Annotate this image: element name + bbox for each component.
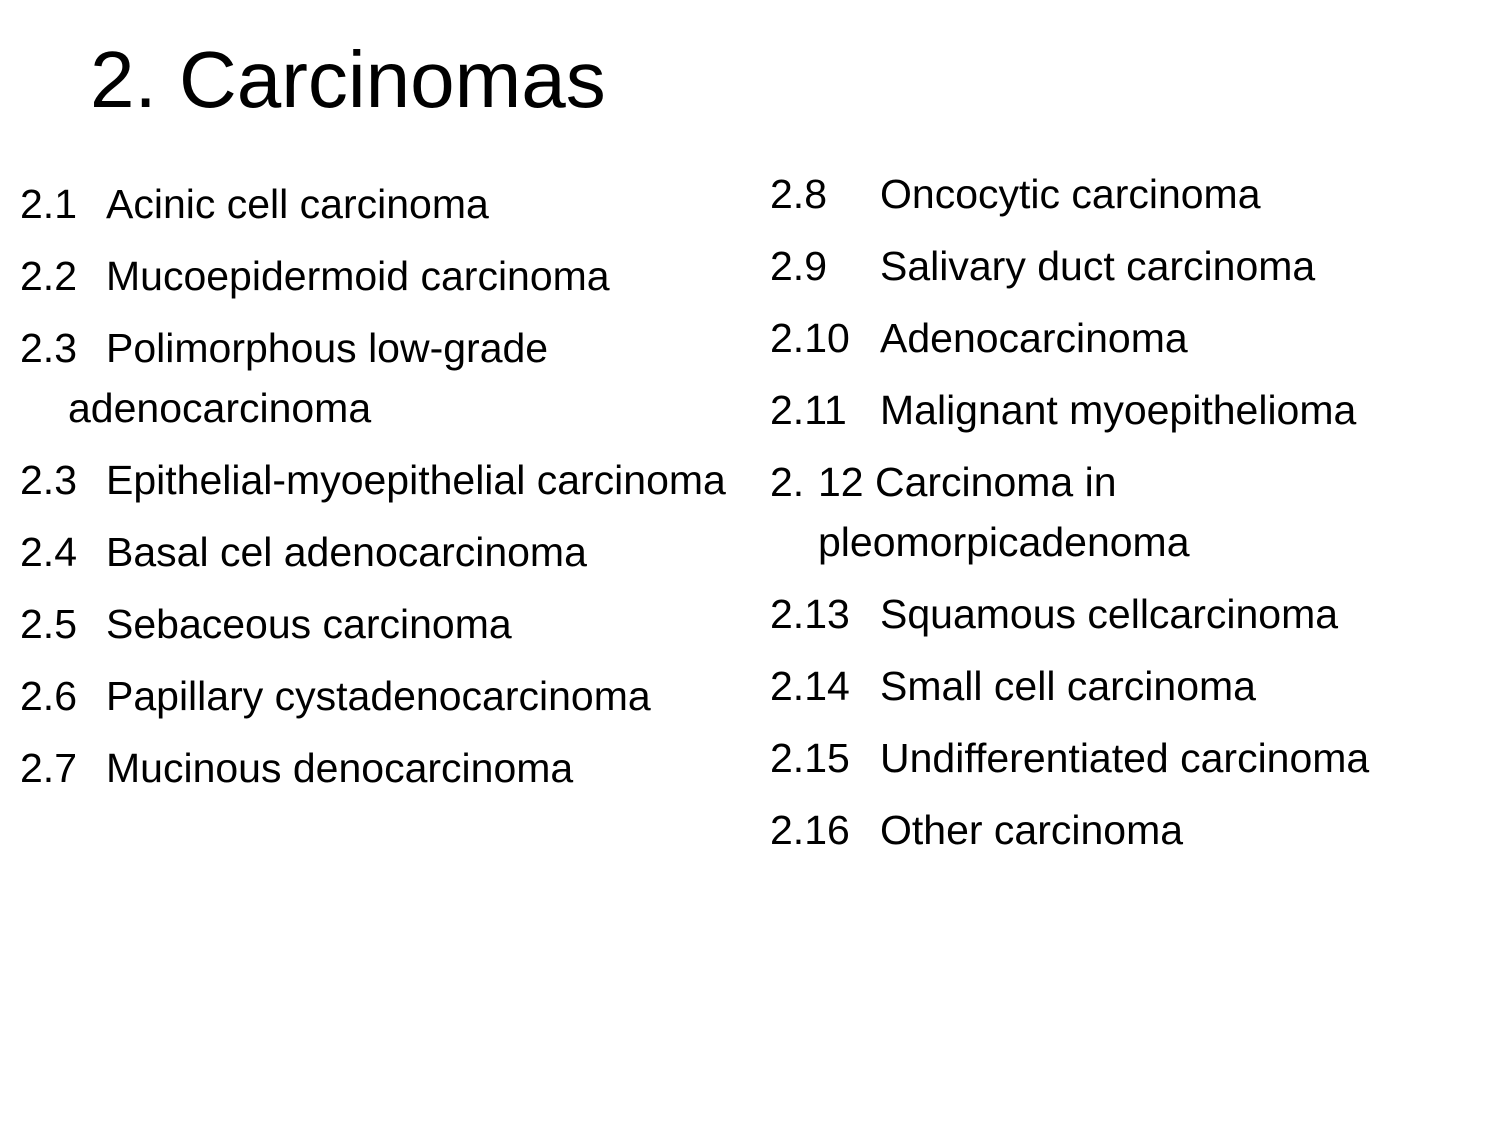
list-item: 2.14 Small cell carcinoma — [770, 656, 1490, 716]
item-number: 2.2 — [20, 253, 77, 299]
list-item: 2.11 Malignant myoepithelioma — [770, 380, 1490, 440]
item-text: Squamous cellcarcinoma — [880, 591, 1339, 637]
item-text: Papillary cystadenocarcinoma — [106, 673, 651, 719]
item-text: Mucinous denocarcinoma — [106, 745, 574, 791]
item-number: 2.16 — [770, 807, 850, 853]
item-number: 2.6 — [20, 673, 77, 719]
right-column-list: 2.8 Oncocytic carcinoma 2.9 Salivary duct … — [770, 164, 1490, 872]
list-item: 2.13 Squamous cellcarcinoma — [770, 584, 1490, 644]
item-number: 2.1 — [20, 181, 77, 227]
item-number: 2.10 — [770, 315, 850, 361]
list-item: 2.9 Salivary duct carcinoma — [770, 236, 1490, 296]
item-text: Acinic cell carcinoma — [106, 181, 489, 227]
left-column-list: 2.1 Acinic cell carcinoma 2.2 Mucoepidermo… — [20, 174, 740, 810]
list-item: 2.1 Acinic cell carcinoma — [20, 174, 740, 234]
item-number: 2.3 — [20, 325, 77, 371]
item-text: Adenocarcinoma — [880, 315, 1188, 361]
item-number: 2.5 — [20, 601, 77, 647]
list-item: 2.2 Mucoepidermoid carcinoma — [20, 246, 740, 306]
list-item: 2.8 Oncocytic carcinoma — [770, 164, 1490, 224]
item-text: Polimorphous low-grade adenocarcinoma — [68, 325, 549, 431]
item-text: 12 Carcinoma in pleomorpicadenoma — [818, 459, 1190, 565]
item-text: Mucoepidermoid carcinoma — [106, 253, 610, 299]
item-number: 2.14 — [770, 663, 850, 709]
item-text: Small cell carcinoma — [880, 663, 1256, 709]
item-text: Sebaceous carcinoma — [106, 601, 512, 647]
list-item: 2.3 Polimorphous low-grade adenocarcinoma — [20, 318, 740, 438]
item-number: 2.7 — [20, 745, 77, 791]
item-text: Other carcinoma — [880, 807, 1184, 853]
slide-title: 2. Carcinomas — [90, 35, 606, 124]
list-item: 2.10 Adenocarcinoma — [770, 308, 1490, 368]
item-text: Basal cel adenocarcinoma — [106, 529, 587, 575]
item-number: 2.9 — [770, 243, 827, 289]
item-number: 2.4 — [20, 529, 77, 575]
item-number: 2.3 — [20, 457, 77, 503]
list-item: 2. 12 Carcinoma in pleomorpicadenoma — [770, 452, 1490, 572]
item-text: Malignant myoepithelioma — [880, 387, 1357, 433]
list-item: 2.16 Other carcinoma — [770, 800, 1490, 860]
list-item: 2.15 Undifferentiated carcinoma — [770, 728, 1490, 788]
item-text: Salivary duct carcinoma — [880, 243, 1316, 289]
item-text: Undifferentiated carcinoma — [880, 735, 1370, 781]
list-item: 2.3 Epithelial-myoepithelial carcinoma — [20, 450, 740, 510]
item-number: 2.15 — [770, 735, 850, 781]
item-number: 2.8 — [770, 171, 827, 217]
item-number: 2.13 — [770, 591, 850, 637]
item-number: 2.11 — [770, 387, 847, 433]
item-text: Oncocytic carcinoma — [880, 171, 1261, 217]
list-item: 2.5 Sebaceous carcinoma — [20, 594, 740, 654]
item-number: 2. — [770, 459, 805, 505]
list-item: 2.7 Mucinous denocarcinoma — [20, 738, 740, 798]
list-item: 2.6 Papillary cystadenocarcinoma — [20, 666, 740, 726]
item-text: Epithelial-myoepithelial carcinoma — [106, 457, 726, 503]
list-item: 2.4 Basal cel adenocarcinoma — [20, 522, 740, 582]
